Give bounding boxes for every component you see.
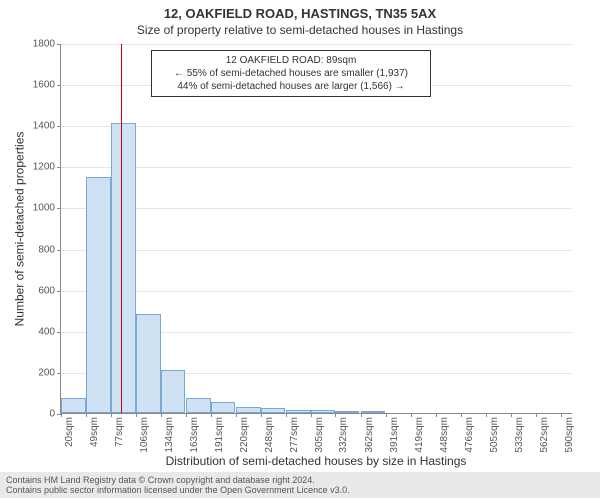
xtick-mark xyxy=(335,413,336,417)
xtick-label: 163sqm xyxy=(189,417,200,453)
xtick-mark xyxy=(536,413,537,417)
ytick-label: 0 xyxy=(49,409,61,420)
histogram-bar xyxy=(311,410,336,413)
page-subtitle: Size of property relative to semi-detach… xyxy=(0,23,600,37)
histogram-bar xyxy=(286,410,311,413)
footer-line1: Contains HM Land Registry data © Crown c… xyxy=(6,475,594,485)
xtick-label: 134sqm xyxy=(164,417,175,453)
gridline-h xyxy=(61,208,572,209)
xtick-mark xyxy=(136,413,137,417)
callout-line3: 44% of semi-detached houses are larger (… xyxy=(158,80,424,93)
xtick-label: 20sqm xyxy=(64,417,75,447)
chart: 02004006008001000120014001600180020sqm49… xyxy=(60,44,572,414)
histogram-bar xyxy=(136,314,161,413)
gridline-h xyxy=(61,44,572,45)
ytick-label: 600 xyxy=(38,285,61,296)
footer: Contains HM Land Registry data © Crown c… xyxy=(0,472,600,498)
xtick-mark xyxy=(86,413,87,417)
gridline-h xyxy=(61,167,572,168)
xtick-label: 191sqm xyxy=(214,417,225,453)
xtick-label: 533sqm xyxy=(514,417,525,453)
xtick-mark xyxy=(386,413,387,417)
histogram-bar xyxy=(111,123,136,413)
histogram-bar xyxy=(161,370,186,413)
xtick-label: 590sqm xyxy=(564,417,575,453)
xtick-label: 391sqm xyxy=(389,417,400,453)
xtick-mark xyxy=(61,413,62,417)
histogram-bar xyxy=(61,398,86,413)
plot-area: 02004006008001000120014001600180020sqm49… xyxy=(60,44,572,414)
reference-line xyxy=(121,44,122,413)
ytick-label: 1800 xyxy=(33,39,61,50)
xtick-mark xyxy=(236,413,237,417)
xtick-mark xyxy=(111,413,112,417)
xtick-label: 248sqm xyxy=(264,417,275,453)
ytick-label: 1400 xyxy=(33,121,61,132)
callout-line1: 12 OAKFIELD ROAD: 89sqm xyxy=(158,54,424,67)
callout-box: 12 OAKFIELD ROAD: 89sqm← 55% of semi-det… xyxy=(151,50,431,97)
histogram-bar xyxy=(335,411,360,413)
xtick-label: 305sqm xyxy=(314,417,325,453)
histogram-bar xyxy=(211,402,236,413)
ytick-label: 800 xyxy=(38,244,61,255)
histogram-bar xyxy=(236,407,261,413)
ytick-label: 1200 xyxy=(33,162,61,173)
xtick-mark xyxy=(186,413,187,417)
histogram-bar xyxy=(86,177,111,413)
xtick-label: 220sqm xyxy=(239,417,250,453)
ytick-label: 1000 xyxy=(33,203,61,214)
xaxis-label: Distribution of semi-detached houses by … xyxy=(60,454,572,468)
gridline-h xyxy=(61,250,572,251)
xtick-label: 49sqm xyxy=(89,417,100,447)
gridline-h xyxy=(61,126,572,127)
histogram-bar xyxy=(361,411,386,413)
xtick-label: 476sqm xyxy=(464,417,475,453)
callout-line2: ← 55% of semi-detached houses are smalle… xyxy=(158,67,424,80)
xtick-mark xyxy=(411,413,412,417)
xtick-mark xyxy=(161,413,162,417)
xtick-label: 106sqm xyxy=(139,417,150,453)
ytick-label: 200 xyxy=(38,367,61,378)
xtick-label: 448sqm xyxy=(439,417,450,453)
gridline-h xyxy=(61,291,572,292)
xtick-mark xyxy=(261,413,262,417)
yaxis-label: Number of semi-detached properties xyxy=(12,44,26,414)
xtick-label: 362sqm xyxy=(364,417,375,453)
histogram-bar xyxy=(261,408,286,413)
xtick-mark xyxy=(311,413,312,417)
xtick-mark xyxy=(286,413,287,417)
xtick-label: 419sqm xyxy=(414,417,425,453)
xtick-label: 505sqm xyxy=(489,417,500,453)
xtick-label: 332sqm xyxy=(338,417,349,453)
ytick-label: 400 xyxy=(38,326,61,337)
xtick-mark xyxy=(461,413,462,417)
histogram-bar xyxy=(186,398,211,413)
xtick-mark xyxy=(436,413,437,417)
ytick-label: 1600 xyxy=(33,80,61,91)
page-title: 12, OAKFIELD ROAD, HASTINGS, TN35 5AX xyxy=(0,6,600,21)
xtick-mark xyxy=(561,413,562,417)
xtick-label: 77sqm xyxy=(114,417,125,447)
xtick-label: 562sqm xyxy=(539,417,550,453)
xtick-mark xyxy=(211,413,212,417)
xtick-mark xyxy=(486,413,487,417)
xtick-label: 277sqm xyxy=(289,417,300,453)
xtick-mark xyxy=(361,413,362,417)
yaxis-label-text: Number of semi-detached properties xyxy=(12,132,26,327)
footer-line2: Contains public sector information licen… xyxy=(6,485,594,495)
xtick-mark xyxy=(511,413,512,417)
